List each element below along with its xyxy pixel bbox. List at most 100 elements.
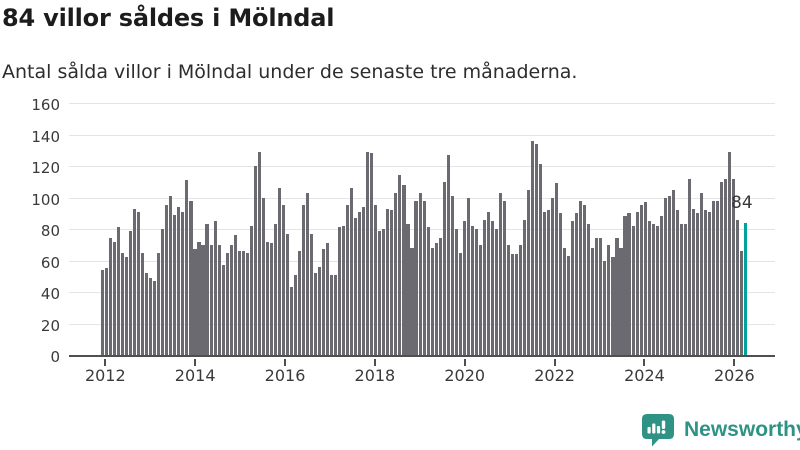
bar: [711, 200, 715, 355]
y-axis-label: 80: [40, 222, 60, 240]
bar: [309, 233, 314, 355]
bar: [201, 244, 205, 355]
bar: [137, 211, 141, 355]
bar: [539, 164, 543, 355]
bar: [442, 181, 446, 355]
bar: [113, 241, 117, 355]
bar: [261, 197, 265, 355]
bar: [599, 238, 603, 355]
bar: [663, 197, 667, 355]
chart-subtitle: Antal sålda villor i Mölndal under de se…: [2, 61, 578, 83]
bar: [133, 208, 137, 355]
bar: [334, 274, 338, 355]
bar: [719, 181, 724, 355]
bar: [506, 244, 510, 355]
bar: [715, 200, 719, 355]
bar: [101, 269, 105, 355]
bar: [498, 192, 502, 355]
bar: [358, 211, 362, 355]
bar: [518, 244, 523, 355]
bar: [494, 229, 498, 355]
bar: [370, 153, 374, 355]
bar: [366, 151, 370, 355]
bar: [490, 221, 494, 355]
bar: [213, 221, 217, 355]
bar: [289, 287, 293, 355]
bar: [623, 216, 627, 355]
bar: [386, 208, 390, 355]
bar: [667, 195, 671, 355]
bar: [161, 229, 165, 355]
bar: [551, 197, 555, 355]
y-axis-label: 60: [40, 253, 60, 272]
bar: [241, 251, 245, 355]
bar: [398, 175, 402, 355]
bar: [394, 192, 398, 355]
gridline: [69, 260, 775, 262]
bar: [478, 244, 482, 355]
bar: [627, 213, 631, 355]
bar: [446, 154, 450, 355]
bar: [362, 206, 366, 355]
bar: [571, 221, 575, 355]
bar: [338, 227, 342, 355]
bar: [145, 273, 149, 355]
bar: [265, 241, 269, 355]
bar: [647, 221, 651, 355]
bar: [458, 252, 462, 355]
bar: [695, 213, 699, 355]
bar: [414, 200, 418, 355]
bar: [486, 211, 490, 355]
gridline: [69, 292, 775, 293]
x-axis-tick: [733, 359, 736, 366]
newsworthy-logo: Newsworthy: [640, 412, 800, 448]
x-axis-tick: [194, 359, 197, 366]
bar: [563, 247, 567, 355]
bar: [165, 205, 169, 355]
bar: [350, 188, 354, 355]
bar: [591, 247, 595, 355]
x-axis-tick: [463, 359, 466, 366]
gridline: [69, 197, 775, 199]
brand-name: Newsworthy: [684, 418, 800, 441]
bar: [330, 274, 334, 355]
bar: [454, 229, 458, 355]
bar: [736, 219, 740, 355]
bar: [707, 211, 711, 355]
x-axis-tick: [284, 359, 287, 366]
bar: [438, 238, 442, 355]
bar: [691, 208, 695, 355]
bar: [635, 211, 639, 355]
y-axis-label: 0: [50, 348, 60, 366]
y-axis-label: 20: [40, 316, 60, 335]
bar: [643, 202, 647, 355]
bar: [740, 251, 744, 355]
gridline: [69, 166, 775, 167]
bar: [173, 214, 177, 355]
bar: [121, 252, 125, 355]
bar: [149, 277, 153, 355]
bar: [253, 166, 257, 355]
bar: [547, 210, 551, 355]
bar: [301, 205, 306, 355]
bar: [410, 247, 414, 355]
bar: [543, 211, 547, 355]
plot-area: [69, 103, 775, 357]
bar: [727, 151, 732, 355]
bar: [595, 238, 599, 355]
bar: [374, 205, 378, 355]
bar: [346, 205, 350, 355]
bar: [157, 252, 161, 355]
bar: [422, 200, 426, 355]
bar: [450, 195, 454, 355]
x-axis-label: 2024: [624, 366, 665, 385]
bar: [607, 244, 611, 355]
x-axis-tick: [643, 359, 646, 366]
bar: [354, 217, 358, 355]
bar: [390, 210, 394, 355]
bar: [109, 238, 113, 355]
bar: [655, 225, 659, 355]
bar: [378, 230, 382, 355]
bar: [510, 254, 515, 355]
